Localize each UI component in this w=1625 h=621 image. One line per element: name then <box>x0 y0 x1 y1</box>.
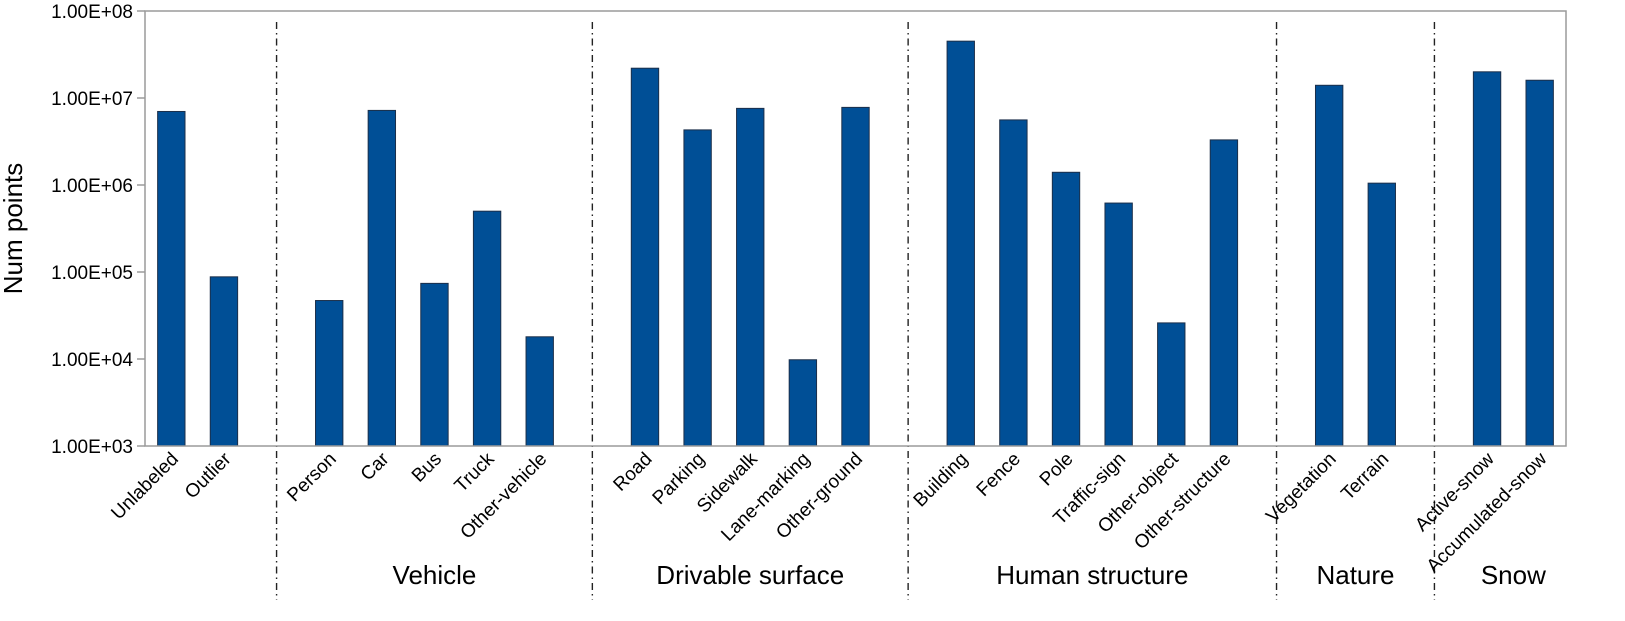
category-label: Road <box>610 449 657 496</box>
y-tick-label: 1.00E+03 <box>51 437 133 458</box>
category-label: Building <box>910 449 973 512</box>
y-tick-label: 1.00E+05 <box>51 263 133 284</box>
group-label: Nature <box>1316 560 1394 590</box>
bar-sidewalk <box>736 107 765 447</box>
category-label: Unlabeled <box>107 449 182 524</box>
bar-traffic-sign <box>1104 202 1133 447</box>
group-label: Human structure <box>996 560 1188 590</box>
category-label: Terrain <box>1337 449 1393 505</box>
bar-parking <box>683 129 712 447</box>
bar-other-structure <box>1209 139 1239 447</box>
category-label: Car <box>357 448 394 485</box>
bar-unlabeled <box>157 110 186 447</box>
bar-pole <box>1051 171 1081 447</box>
category-label: Vegetation <box>1262 449 1340 527</box>
y-axis: 1.00E+03 1.00E+04 1.00E+05 1.00E+06 1.00E+07… <box>51 2 145 458</box>
bar-lane-marking <box>788 359 818 447</box>
y-tick-label: 1.00E+08 <box>51 2 133 23</box>
category-label: Outlier <box>181 448 236 503</box>
bar-truck <box>472 210 502 447</box>
category-label: Truck <box>451 448 499 496</box>
category-label: Bus <box>408 449 446 487</box>
bars <box>157 40 1554 447</box>
bar-active-snow <box>1472 71 1502 447</box>
y-tick-label: 1.00E+06 <box>51 176 133 197</box>
bar-vegetation <box>1314 84 1344 447</box>
y-tick-label: 1.00E+07 <box>51 89 133 110</box>
group-labels: Vehicle Drivable surface Human structure Na… <box>393 560 1547 590</box>
bar-terrain <box>1367 182 1396 447</box>
bar-other-ground <box>841 106 870 447</box>
bar-bus <box>420 282 449 447</box>
bar-road <box>630 67 660 447</box>
bar-other-vehicle <box>525 336 554 447</box>
bar-outlier <box>209 276 239 447</box>
category-label: Pole <box>1036 449 1078 491</box>
category-label: Person <box>283 449 340 506</box>
bar-fence <box>999 119 1028 447</box>
group-label: Vehicle <box>393 560 477 590</box>
bar-accumulated-snow <box>1525 79 1554 447</box>
bar-person <box>315 300 344 447</box>
group-label: Drivable surface <box>656 560 844 590</box>
y-axis-title: Num points <box>0 163 28 295</box>
category-label: Fence <box>973 449 1025 501</box>
bar-building <box>946 40 975 447</box>
plot-area-frame <box>144 10 1567 447</box>
bar-other-object <box>1157 322 1186 447</box>
bar-car <box>367 109 397 447</box>
category-label: Other-structure <box>1130 449 1235 554</box>
group-label: Snow <box>1481 560 1546 590</box>
y-tick-label: 1.00E+04 <box>51 350 133 371</box>
group-separators <box>275 22 1436 600</box>
